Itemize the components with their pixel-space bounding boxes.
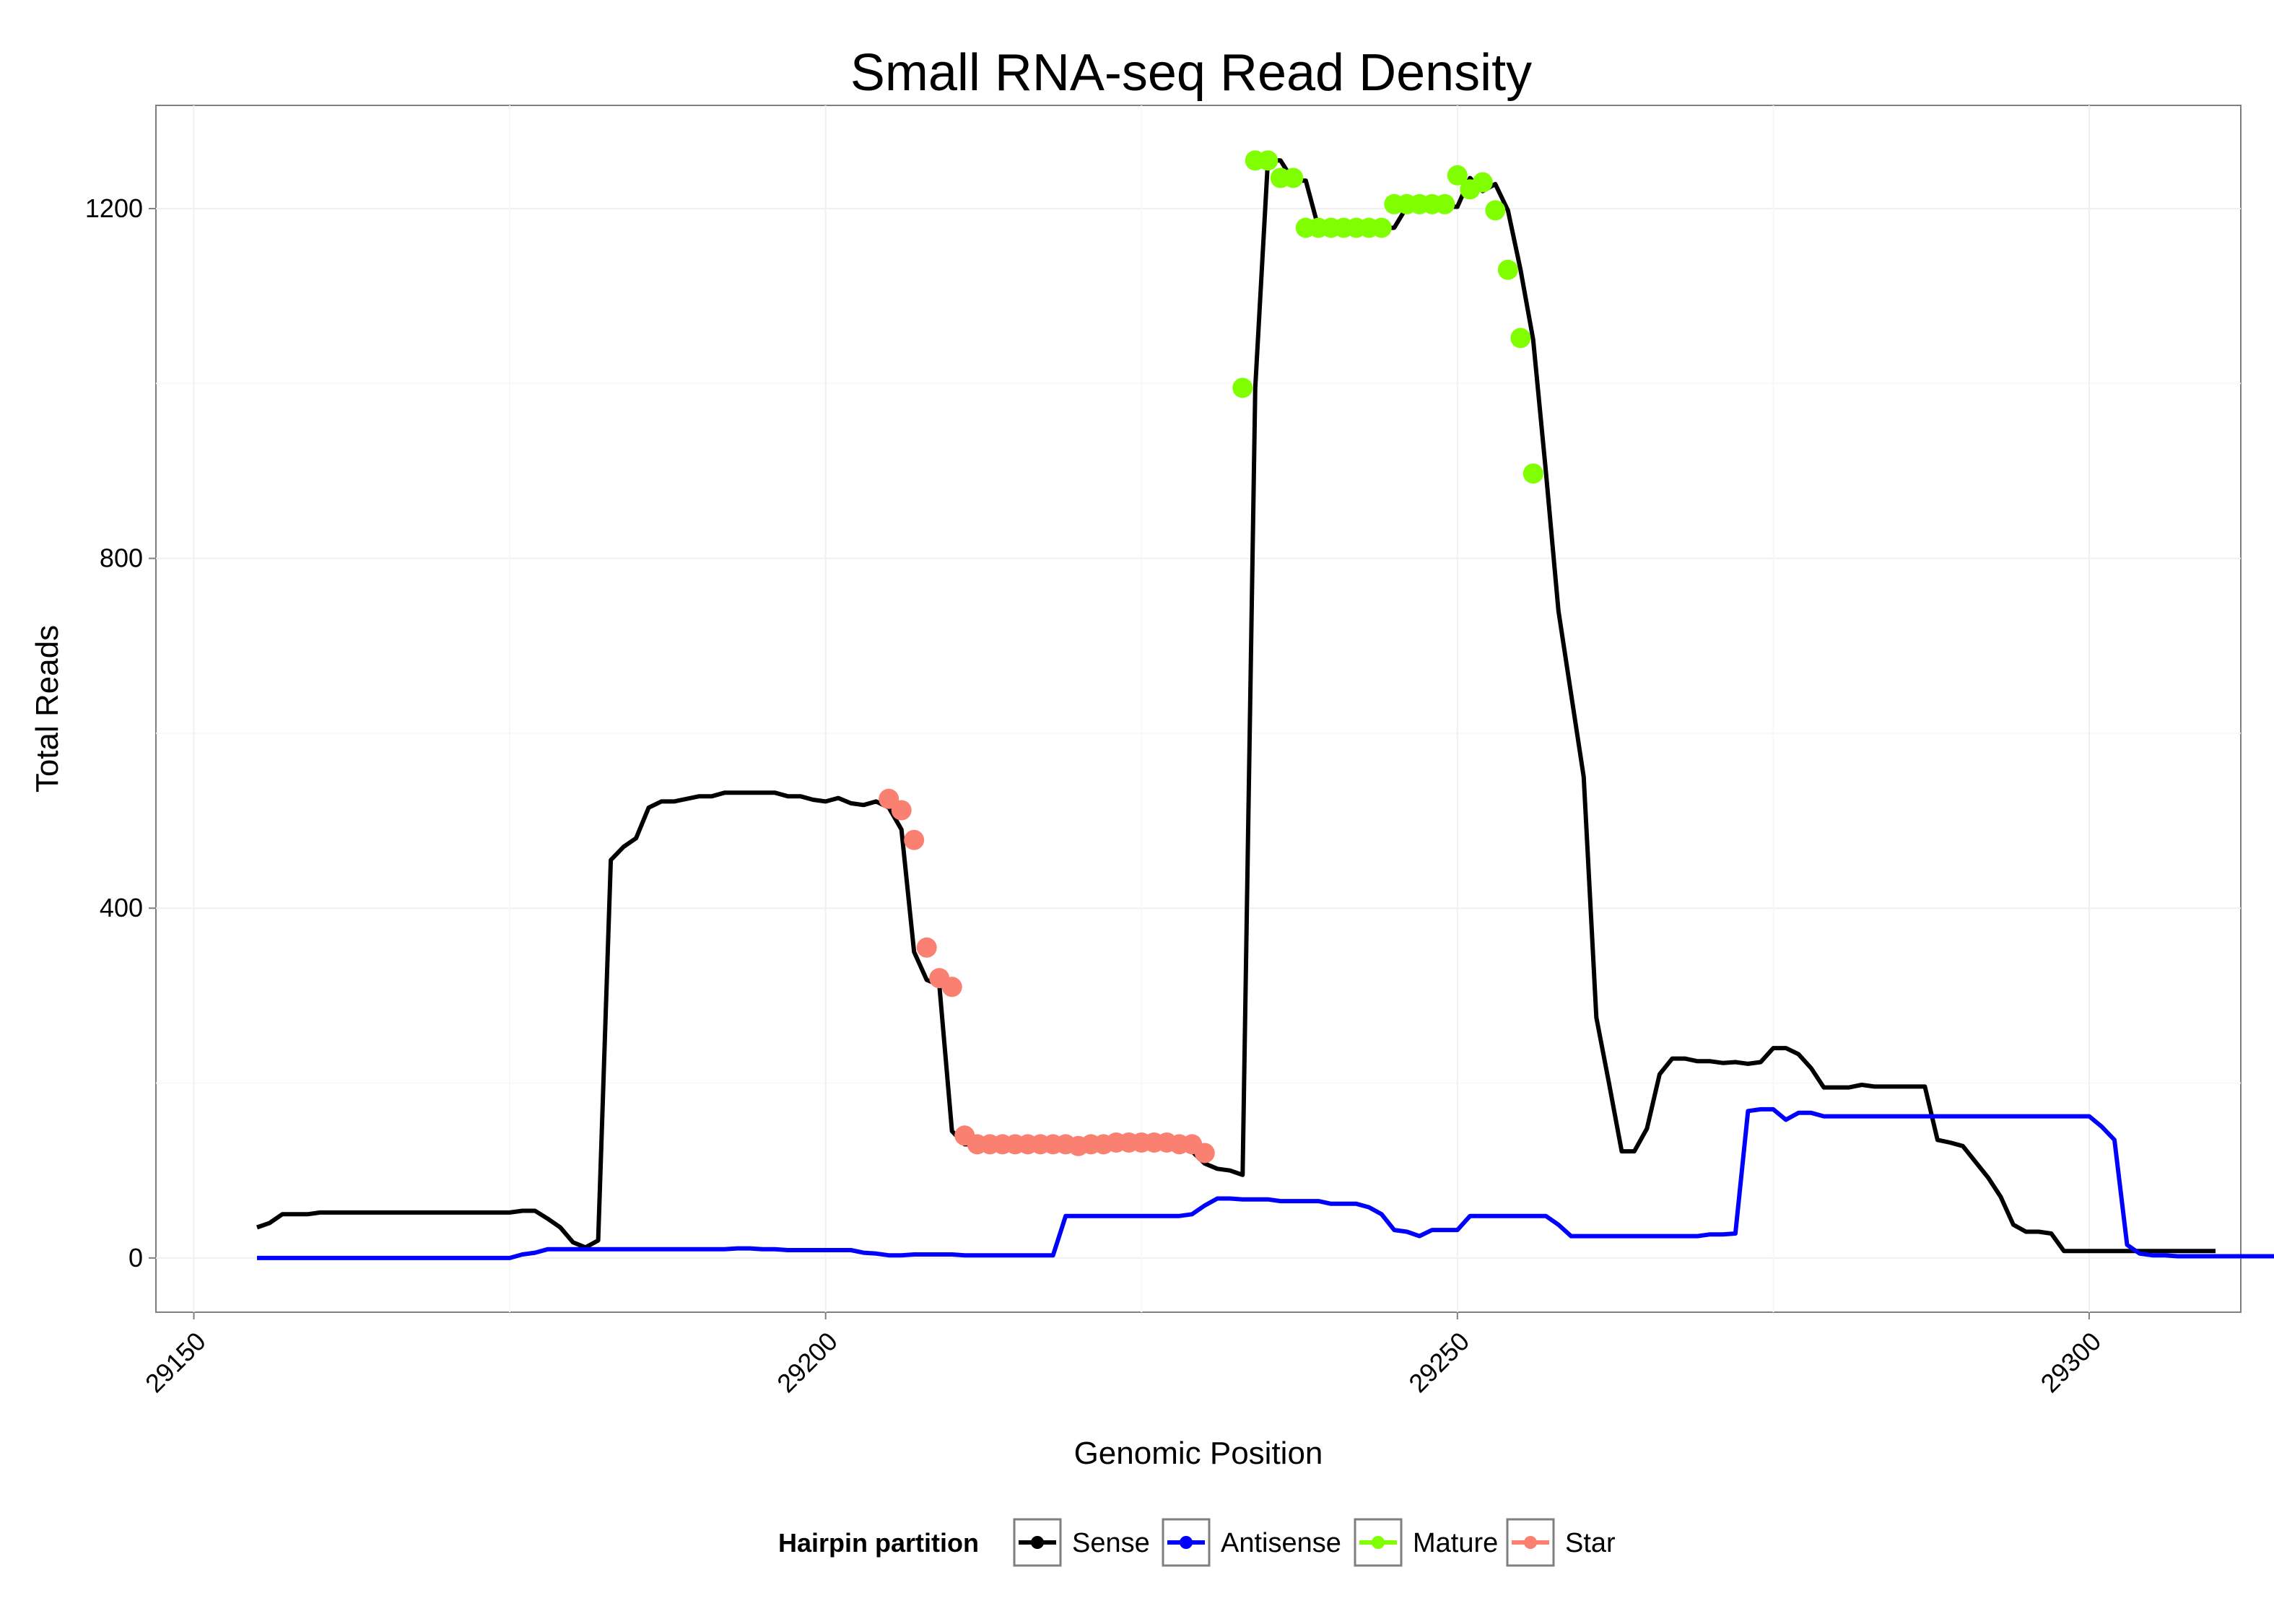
plot-panel — [155, 105, 2242, 1313]
y-axis: 0 400 800 1200 — [85, 193, 156, 1272]
star-data-point — [916, 937, 937, 958]
legend-label-mature: Mature — [1413, 1528, 1498, 1558]
y-tick-label: 0 — [128, 1243, 143, 1272]
y-axis-title: Total Reads — [30, 625, 65, 793]
legend-label-antisense: Antisense — [1221, 1528, 1341, 1558]
mature-data-point — [1497, 259, 1518, 280]
x-axis: 29150 29200 29250 29300 — [139, 1312, 2107, 1398]
antisense-series-line — [257, 1106, 2274, 1260]
x-tick-label: 29250 — [1403, 1326, 1475, 1398]
x-tick-label: 29150 — [139, 1326, 212, 1398]
mature-data-point — [1522, 463, 1543, 484]
legend-label-sense: Sense — [1072, 1528, 1150, 1558]
mature-data-point — [1283, 167, 1304, 188]
legend-key-point-mature — [1372, 1536, 1385, 1549]
series-lines — [256, 158, 2274, 1260]
mature-data-point — [1447, 165, 1468, 185]
mature-data-point — [1371, 217, 1392, 238]
mature-data-point — [1472, 172, 1493, 193]
star-data-point — [1194, 1143, 1215, 1164]
x-tick-label: 29200 — [771, 1326, 843, 1398]
mature-data-point — [1434, 193, 1455, 214]
star-data-point — [941, 977, 962, 997]
y-tick-label: 400 — [100, 893, 143, 922]
y-tick-label: 800 — [100, 543, 143, 573]
x-tick-label: 29300 — [2035, 1326, 2107, 1398]
legend-label-star: Star — [1565, 1528, 1616, 1558]
series-points — [879, 150, 1543, 1164]
legend-key-point-star — [1524, 1536, 1537, 1549]
legend-title: Hairpin partition — [778, 1528, 979, 1558]
star-data-point — [891, 800, 912, 821]
legend-key-point-antisense — [1180, 1536, 1193, 1549]
star-data-point — [904, 829, 925, 850]
y-tick-label: 1200 — [85, 193, 143, 223]
mature-data-point — [1232, 377, 1253, 398]
sense-series-line — [256, 158, 2216, 1254]
x-axis-title: Genomic Position — [1074, 1436, 1323, 1471]
mature-data-point — [1258, 150, 1278, 171]
mature-data-point — [1510, 328, 1531, 349]
legend-key-point-sense — [1031, 1536, 1044, 1549]
legend: Hairpin partition Sense Antisense Mature St… — [778, 1518, 1616, 1567]
mature-data-point — [1485, 200, 1506, 221]
chart-title: Small RNA-seq Read Density — [850, 44, 1532, 102]
